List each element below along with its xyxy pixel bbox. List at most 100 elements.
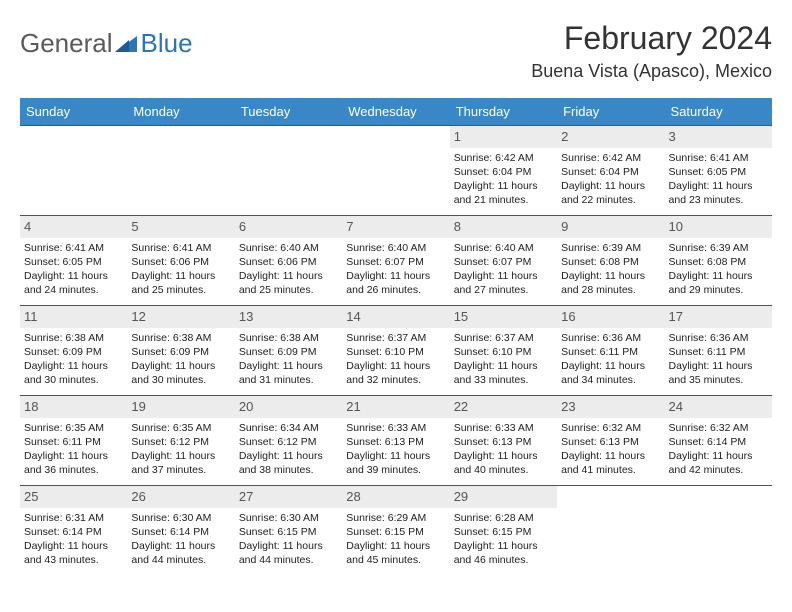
logo-text-blue: Blue [141,28,193,59]
sunrise-text: Sunrise: 6:41 AM [131,241,230,255]
daylight-text: and 37 minutes. [131,463,230,477]
sunset-text: Sunset: 6:15 PM [239,525,338,539]
calendar-day-cell: 19Sunrise: 6:35 AMSunset: 6:12 PMDayligh… [127,396,234,486]
day-number: 12 [127,306,234,328]
sunrise-text: Sunrise: 6:40 AM [239,241,338,255]
calendar-week-row: 1Sunrise: 6:42 AMSunset: 6:04 PMDaylight… [20,126,772,216]
sunset-text: Sunset: 6:05 PM [24,255,123,269]
calendar-day-cell: 15Sunrise: 6:37 AMSunset: 6:10 PMDayligh… [450,306,557,396]
day-number: 11 [20,306,127,328]
day-number: 26 [127,486,234,508]
daylight-text: Daylight: 11 hours [239,359,338,373]
day-number: 1 [450,126,557,148]
calendar-week-row: 11Sunrise: 6:38 AMSunset: 6:09 PMDayligh… [20,306,772,396]
sunset-text: Sunset: 6:11 PM [561,345,660,359]
header: General Blue February 2024 Buena Vista (… [20,20,772,82]
calendar-body: 1Sunrise: 6:42 AMSunset: 6:04 PMDaylight… [20,126,772,576]
day-number: 20 [235,396,342,418]
day-number: 25 [20,486,127,508]
calendar-empty-cell [557,486,664,576]
sunrise-text: Sunrise: 6:38 AM [131,331,230,345]
daylight-text: and 21 minutes. [454,193,553,207]
daylight-text: Daylight: 11 hours [346,269,445,283]
day-number: 10 [665,216,772,238]
day-number: 3 [665,126,772,148]
sunrise-text: Sunrise: 6:31 AM [24,511,123,525]
day-number: 7 [342,216,449,238]
sunrise-text: Sunrise: 6:37 AM [454,331,553,345]
daylight-text: Daylight: 11 hours [669,449,768,463]
calendar-day-cell: 25Sunrise: 6:31 AMSunset: 6:14 PMDayligh… [20,486,127,576]
logo: General Blue [20,20,193,59]
sunrise-text: Sunrise: 6:37 AM [346,331,445,345]
daylight-text: and 25 minutes. [239,283,338,297]
weekday-header: Thursday [450,98,557,126]
calendar-day-cell: 18Sunrise: 6:35 AMSunset: 6:11 PMDayligh… [20,396,127,486]
daylight-text: Daylight: 11 hours [24,359,123,373]
day-number: 8 [450,216,557,238]
day-number: 18 [20,396,127,418]
sunset-text: Sunset: 6:13 PM [454,435,553,449]
title-block: February 2024 Buena Vista (Apasco), Mexi… [531,20,772,82]
daylight-text: and 44 minutes. [239,553,338,567]
day-number: 4 [20,216,127,238]
weekday-header-row: SundayMondayTuesdayWednesdayThursdayFrid… [20,98,772,126]
daylight-text: Daylight: 11 hours [669,269,768,283]
weekday-header: Friday [557,98,664,126]
sunset-text: Sunset: 6:11 PM [24,435,123,449]
calendar-day-cell: 23Sunrise: 6:32 AMSunset: 6:13 PMDayligh… [557,396,664,486]
calendar-week-row: 18Sunrise: 6:35 AMSunset: 6:11 PMDayligh… [20,396,772,486]
daylight-text: Daylight: 11 hours [131,539,230,553]
daylight-text: Daylight: 11 hours [131,359,230,373]
daylight-text: and 40 minutes. [454,463,553,477]
daylight-text: Daylight: 11 hours [561,179,660,193]
day-number: 22 [450,396,557,418]
calendar-day-cell: 28Sunrise: 6:29 AMSunset: 6:15 PMDayligh… [342,486,449,576]
weekday-header: Sunday [20,98,127,126]
daylight-text: and 27 minutes. [454,283,553,297]
logo-text-general: General [20,28,113,59]
sunset-text: Sunset: 6:11 PM [669,345,768,359]
sunrise-text: Sunrise: 6:41 AM [669,151,768,165]
sunrise-text: Sunrise: 6:39 AM [669,241,768,255]
calendar-day-cell: 16Sunrise: 6:36 AMSunset: 6:11 PMDayligh… [557,306,664,396]
daylight-text: and 33 minutes. [454,373,553,387]
daylight-text: Daylight: 11 hours [239,449,338,463]
daylight-text: and 38 minutes. [239,463,338,477]
sunrise-text: Sunrise: 6:38 AM [239,331,338,345]
day-number: 24 [665,396,772,418]
sunrise-text: Sunrise: 6:39 AM [561,241,660,255]
daylight-text: and 31 minutes. [239,373,338,387]
daylight-text: Daylight: 11 hours [454,179,553,193]
sunrise-text: Sunrise: 6:40 AM [346,241,445,255]
sunset-text: Sunset: 6:07 PM [454,255,553,269]
daylight-text: and 44 minutes. [131,553,230,567]
calendar-day-cell: 22Sunrise: 6:33 AMSunset: 6:13 PMDayligh… [450,396,557,486]
calendar-day-cell: 14Sunrise: 6:37 AMSunset: 6:10 PMDayligh… [342,306,449,396]
calendar-day-cell: 8Sunrise: 6:40 AMSunset: 6:07 PMDaylight… [450,216,557,306]
daylight-text: and 26 minutes. [346,283,445,297]
daylight-text: Daylight: 11 hours [131,269,230,283]
calendar-day-cell: 6Sunrise: 6:40 AMSunset: 6:06 PMDaylight… [235,216,342,306]
daylight-text: Daylight: 11 hours [131,449,230,463]
sunset-text: Sunset: 6:12 PM [239,435,338,449]
day-number: 5 [127,216,234,238]
calendar-empty-cell [235,126,342,216]
sunrise-text: Sunrise: 6:32 AM [561,421,660,435]
daylight-text: and 24 minutes. [24,283,123,297]
daylight-text: and 35 minutes. [669,373,768,387]
sunrise-text: Sunrise: 6:28 AM [454,511,553,525]
sunset-text: Sunset: 6:07 PM [346,255,445,269]
daylight-text: and 29 minutes. [669,283,768,297]
sunrise-text: Sunrise: 6:33 AM [346,421,445,435]
sunrise-text: Sunrise: 6:42 AM [454,151,553,165]
day-number: 13 [235,306,342,328]
sunrise-text: Sunrise: 6:30 AM [131,511,230,525]
weekday-header: Tuesday [235,98,342,126]
daylight-text: Daylight: 11 hours [24,539,123,553]
calendar-day-cell: 20Sunrise: 6:34 AMSunset: 6:12 PMDayligh… [235,396,342,486]
day-number: 19 [127,396,234,418]
sunrise-text: Sunrise: 6:30 AM [239,511,338,525]
day-number: 15 [450,306,557,328]
calendar-day-cell: 10Sunrise: 6:39 AMSunset: 6:08 PMDayligh… [665,216,772,306]
